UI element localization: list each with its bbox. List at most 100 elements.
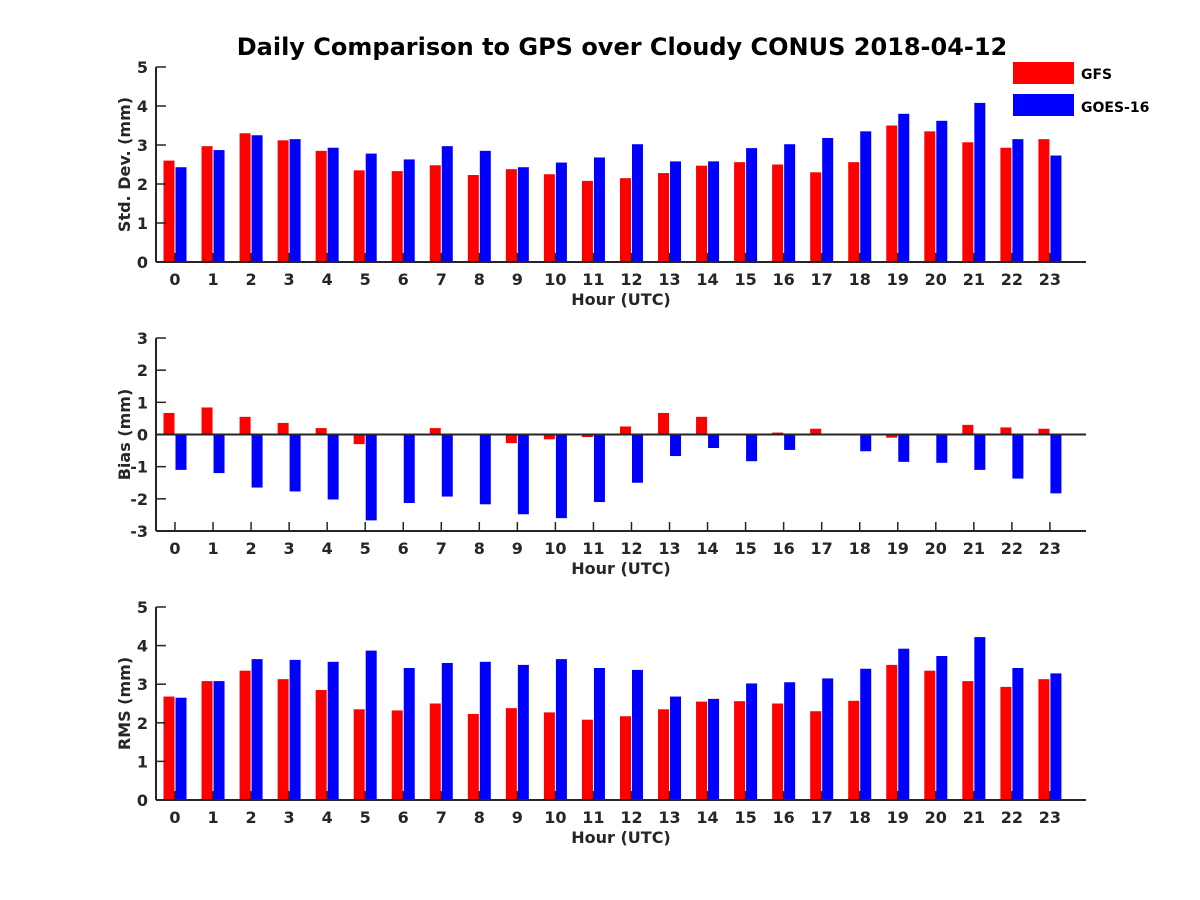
bar-goes16-panel1-hour-13 <box>670 161 682 262</box>
bar-gfs-panel2-hour-22 <box>1000 427 1012 435</box>
x-tick-label-panel1: 12 <box>620 270 642 289</box>
bar-goes16-panel2-hour-8 <box>479 434 491 505</box>
bar-gfs-panel1-hour-23 <box>1038 139 1050 262</box>
bar-goes16-panel2-hour-23 <box>1050 434 1062 494</box>
x-tick-label-panel1: 3 <box>284 270 295 289</box>
x-tick-label-panel1: 17 <box>811 270 833 289</box>
x-tick-label-panel3: 1 <box>207 808 218 827</box>
bar-goes16-panel2-hour-16 <box>784 434 796 450</box>
y-tick-label-panel2: -3 <box>130 522 148 541</box>
bar-goes16-panel2-hour-9 <box>517 434 529 515</box>
bar-goes16-panel3-hour-4 <box>327 661 339 800</box>
bar-goes16-panel1-hour-3 <box>289 139 301 262</box>
bar-gfs-panel1-hour-12 <box>619 178 631 262</box>
x-tick-label-panel3: 13 <box>658 808 680 827</box>
x-tick-label-panel2: 0 <box>169 539 180 558</box>
bar-goes16-panel1-hour-22 <box>1012 139 1024 262</box>
x-tick-label-panel2: 5 <box>360 539 371 558</box>
x-tick-label-panel1: 4 <box>322 270 333 289</box>
bar-goes16-panel1-hour-8 <box>479 150 491 262</box>
x-tick-label-panel2: 21 <box>963 539 985 558</box>
bar-goes16-panel2-hour-18 <box>860 434 872 452</box>
bar-gfs-panel1-hour-10 <box>543 174 555 262</box>
bar-goes16-panel1-hour-21 <box>974 102 986 262</box>
x-tick-label-panel3: 15 <box>734 808 756 827</box>
bar-goes16-panel2-hour-2 <box>251 434 263 488</box>
x-tick-label-panel3: 14 <box>696 808 718 827</box>
x-tick-label-panel1: 10 <box>544 270 566 289</box>
bar-goes16-panel3-hour-10 <box>555 659 567 800</box>
legend-label-goes16: GOES-16 <box>1081 100 1149 116</box>
y-axis-label-panel3: RMS (mm) <box>115 657 134 750</box>
bar-gfs-panel1-hour-18 <box>848 162 860 262</box>
bar-goes16-panel1-hour-7 <box>441 146 453 262</box>
bar-gfs-panel2-hour-7 <box>429 428 441 435</box>
x-tick-label-panel1: 23 <box>1039 270 1061 289</box>
x-tick-label-panel2: 14 <box>696 539 718 558</box>
x-tick-label-panel3: 12 <box>620 808 642 827</box>
bar-gfs-panel3-hour-8 <box>467 713 479 800</box>
bar-goes16-panel1-hour-20 <box>936 120 948 262</box>
x-tick-label-panel1: 5 <box>360 270 371 289</box>
bar-gfs-panel3-hour-2 <box>239 670 251 800</box>
bar-gfs-panel3-hour-12 <box>619 716 631 800</box>
x-tick-label-panel2: 16 <box>773 539 795 558</box>
bar-goes16-panel1-hour-6 <box>403 159 415 262</box>
bar-gfs-panel2-hour-5 <box>353 434 365 445</box>
bar-goes16-panel2-hour-6 <box>403 434 415 504</box>
bar-goes16-panel2-hour-4 <box>327 434 339 500</box>
bar-goes16-panel1-hour-15 <box>746 148 758 262</box>
bar-goes16-panel1-hour-19 <box>898 113 910 262</box>
x-tick-label-panel2: 10 <box>544 539 566 558</box>
y-tick-label-panel2: 1 <box>137 393 148 412</box>
bar-goes16-panel2-hour-15 <box>746 434 758 462</box>
x-tick-label-panel3: 9 <box>512 808 523 827</box>
bar-gfs-panel2-hour-12 <box>619 426 631 435</box>
y-tick-label-panel1: 0 <box>137 253 148 272</box>
bar-goes16-panel3-hour-21 <box>974 637 986 800</box>
y-tick-label-panel3: 5 <box>137 598 148 617</box>
bar-goes16-panel1-hour-9 <box>517 167 529 262</box>
x-tick-label-panel2: 2 <box>246 539 257 558</box>
x-tick-label-panel2: 20 <box>925 539 947 558</box>
x-axis-label-panel1: Hour (UTC) <box>571 290 671 309</box>
bar-gfs-panel3-hour-15 <box>734 701 746 800</box>
x-tick-label-panel1: 1 <box>207 270 218 289</box>
bar-goes16-panel3-hour-15 <box>746 683 758 800</box>
bar-gfs-panel1-hour-2 <box>239 133 251 262</box>
x-tick-label-panel3: 8 <box>474 808 485 827</box>
bar-goes16-panel3-hour-18 <box>860 668 872 800</box>
y-tick-label-panel2: -1 <box>130 458 148 477</box>
x-tick-label-panel3: 7 <box>436 808 447 827</box>
bar-goes16-panel1-hour-17 <box>822 137 834 262</box>
bar-goes16-panel1-hour-14 <box>708 161 720 262</box>
bar-gfs-panel3-hour-0 <box>163 696 175 800</box>
bar-gfs-panel1-hour-19 <box>886 125 898 262</box>
bar-gfs-panel1-hour-9 <box>505 169 517 262</box>
bar-goes16-panel2-hour-20 <box>936 434 948 463</box>
bar-gfs-panel2-hour-3 <box>277 422 289 435</box>
bar-goes16-panel3-hour-0 <box>175 697 187 800</box>
bar-gfs-panel1-hour-7 <box>429 165 441 262</box>
y-tick-label-panel3: 2 <box>137 714 148 733</box>
bar-gfs-panel2-hour-1 <box>201 407 213 435</box>
x-tick-label-panel3: 19 <box>887 808 909 827</box>
bar-gfs-panel1-hour-16 <box>772 164 784 262</box>
bar-goes16-panel2-hour-7 <box>441 434 453 497</box>
bar-gfs-panel1-hour-5 <box>353 170 365 262</box>
bar-goes16-panel1-hour-0 <box>175 167 187 262</box>
bar-gfs-panel1-hour-0 <box>163 160 175 262</box>
bar-goes16-panel1-hour-12 <box>631 144 643 262</box>
x-tick-label-panel3: 5 <box>360 808 371 827</box>
y-axis-label-panel1: Std. Dev. (mm) <box>115 97 134 232</box>
bar-goes16-panel3-hour-17 <box>822 678 834 800</box>
x-tick-label-panel2: 3 <box>284 539 295 558</box>
x-tick-label-panel1: 16 <box>773 270 795 289</box>
bar-goes16-panel2-hour-22 <box>1012 434 1024 479</box>
bar-gfs-panel1-hour-11 <box>581 180 593 262</box>
bar-goes16-panel3-hour-22 <box>1012 667 1024 800</box>
